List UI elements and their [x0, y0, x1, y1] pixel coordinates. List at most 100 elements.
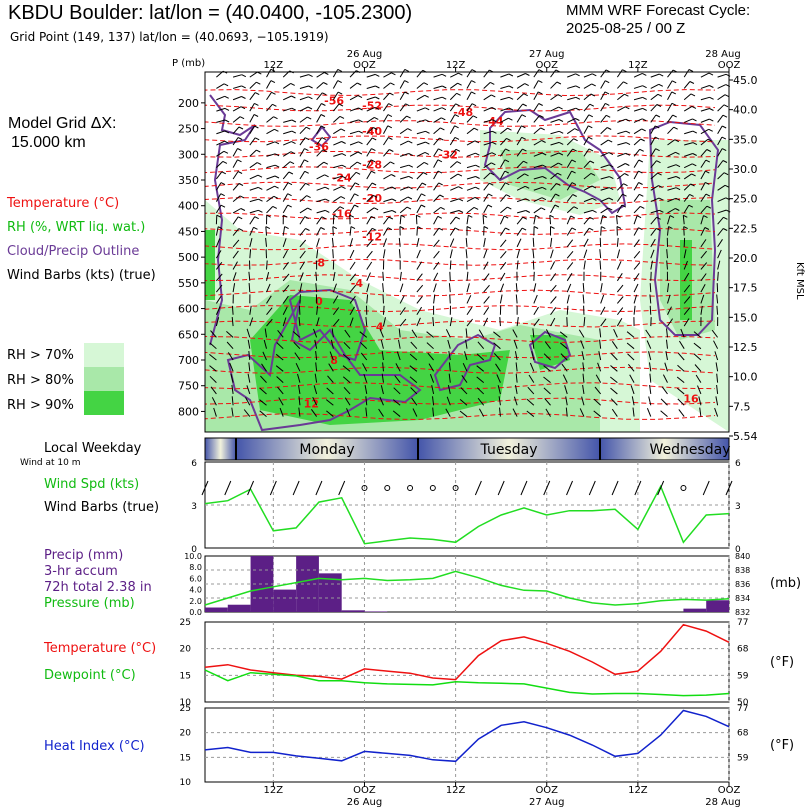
- wind-barb-flag: [458, 210, 464, 213]
- wind-barb-flag: [525, 210, 531, 213]
- cloud-outline-left: [209, 94, 256, 346]
- wind-barb-flag: [391, 198, 397, 202]
- wind-barb: [711, 329, 719, 338]
- wind-barb: [582, 373, 585, 383]
- wind-barb: [633, 294, 638, 304]
- bottom-time-label: OOZ: [353, 785, 376, 796]
- precip-bar: [227, 604, 251, 612]
- wind-barb: [526, 410, 535, 417]
- wind-barb-flag: [440, 127, 445, 131]
- wind-barb-flag: [341, 186, 346, 190]
- wind-barb-flag: [703, 215, 708, 219]
- wind-barb: [583, 227, 590, 236]
- wind-barb: [416, 161, 425, 169]
- wind-barb: [232, 126, 240, 135]
- wind-barb-flag: [691, 105, 697, 109]
- wind-barb-flag: [672, 114, 677, 118]
- wind-barb-flag: [290, 82, 295, 86]
- wind-barb: [566, 239, 574, 248]
- wind-barb: [349, 249, 355, 259]
- wind-barb: [717, 104, 725, 112]
- wind-barb-flag: [239, 195, 245, 199]
- wind-barb-flag: [592, 73, 597, 77]
- wind-barb: [499, 272, 506, 282]
- pressure-tick-label: 250: [178, 123, 199, 136]
- wind-barb: [683, 81, 691, 89]
- wind-barb: [528, 374, 535, 383]
- wind-barb-flag: [371, 182, 377, 186]
- wind-barb-flag: [488, 193, 493, 197]
- wind-barb: [209, 375, 217, 383]
- wind-barb: [466, 80, 472, 89]
- wind-barb: [693, 331, 702, 338]
- wind-barb: [249, 227, 254, 236]
- wind-barb: [416, 237, 420, 247]
- wind-barb: [449, 317, 453, 327]
- isotherm-label: -24: [332, 171, 352, 184]
- wind-barb: [717, 228, 724, 236]
- wind-barb: [416, 119, 426, 123]
- wind-barb: [410, 387, 418, 395]
- bottom-date-label: 26 Aug: [347, 797, 382, 808]
- wind-barb-flag: [256, 149, 261, 153]
- top-time-label: 12Z: [446, 60, 466, 71]
- wind-barb: [667, 164, 677, 169]
- wind-barb: [349, 317, 354, 327]
- wind-barb: [533, 318, 540, 327]
- wind-barb: [349, 151, 359, 157]
- wind-barb: [448, 351, 451, 361]
- wind-barb: [232, 116, 241, 123]
- wind-barb-flag: [608, 152, 614, 156]
- wind-barb-flag: [507, 127, 512, 131]
- wind-barb-flag: [265, 226, 271, 230]
- pressure-tick-label: 500: [178, 251, 199, 264]
- wind-barb-flag: [454, 114, 460, 118]
- wind-barb-flag: [505, 194, 511, 198]
- wind-barb: [316, 103, 322, 112]
- wind-barb: [550, 106, 559, 112]
- wind-barb-flag: [354, 204, 359, 208]
- wind-barb-flag: [571, 227, 577, 231]
- wind-barb: [366, 294, 369, 304]
- wind-barb: [346, 408, 351, 417]
- wind-barb-flag: [387, 227, 393, 231]
- wind-barb: [249, 162, 258, 169]
- wind-barb: [232, 283, 236, 293]
- wind-barb: [416, 130, 426, 135]
- wind-barb: [683, 296, 691, 304]
- wind-barb: [543, 387, 551, 395]
- wind-barb: [266, 271, 270, 281]
- wind-barb-flag: [387, 125, 393, 129]
- wind-barb-flag: [371, 215, 376, 219]
- wind-barb-flag: [472, 115, 478, 119]
- wind-barb: [549, 215, 552, 225]
- wind-barb-flag: [508, 73, 514, 77]
- wind-barb: [600, 318, 607, 327]
- wind-barb-flag: [689, 81, 695, 84]
- wind-barb-flag: [289, 161, 295, 165]
- wind-barb-flag: [358, 141, 363, 145]
- wind-barb: [600, 207, 609, 214]
- wind-barb: [316, 249, 319, 259]
- wind-barb: [700, 159, 707, 168]
- wind-barb-flag: [625, 106, 630, 110]
- wind-barb: [445, 329, 451, 338]
- top-date-label: 26 Aug: [347, 49, 382, 60]
- top-time-label: OOZ: [353, 60, 376, 71]
- wind-barb: [516, 317, 519, 327]
- wind-barb-flag: [725, 209, 731, 213]
- wind-barb: [447, 384, 451, 395]
- wind-barb: [566, 138, 574, 146]
- wind-barb-flag: [487, 204, 493, 208]
- wind-barb-flag: [439, 137, 444, 141]
- wind-barb: [598, 351, 602, 361]
- precip-ytick-label: 4.0: [189, 586, 202, 595]
- wind-barb-flag: [333, 214, 339, 218]
- wind-barb: [299, 159, 305, 168]
- wind-barb-flag: [273, 116, 278, 120]
- wind-barb-flag: [256, 162, 262, 166]
- wind-barb-flag: [473, 206, 479, 210]
- wind-barb-flag: [522, 103, 527, 107]
- wind-barb-flag: [258, 186, 263, 190]
- wind-barb: [700, 96, 710, 101]
